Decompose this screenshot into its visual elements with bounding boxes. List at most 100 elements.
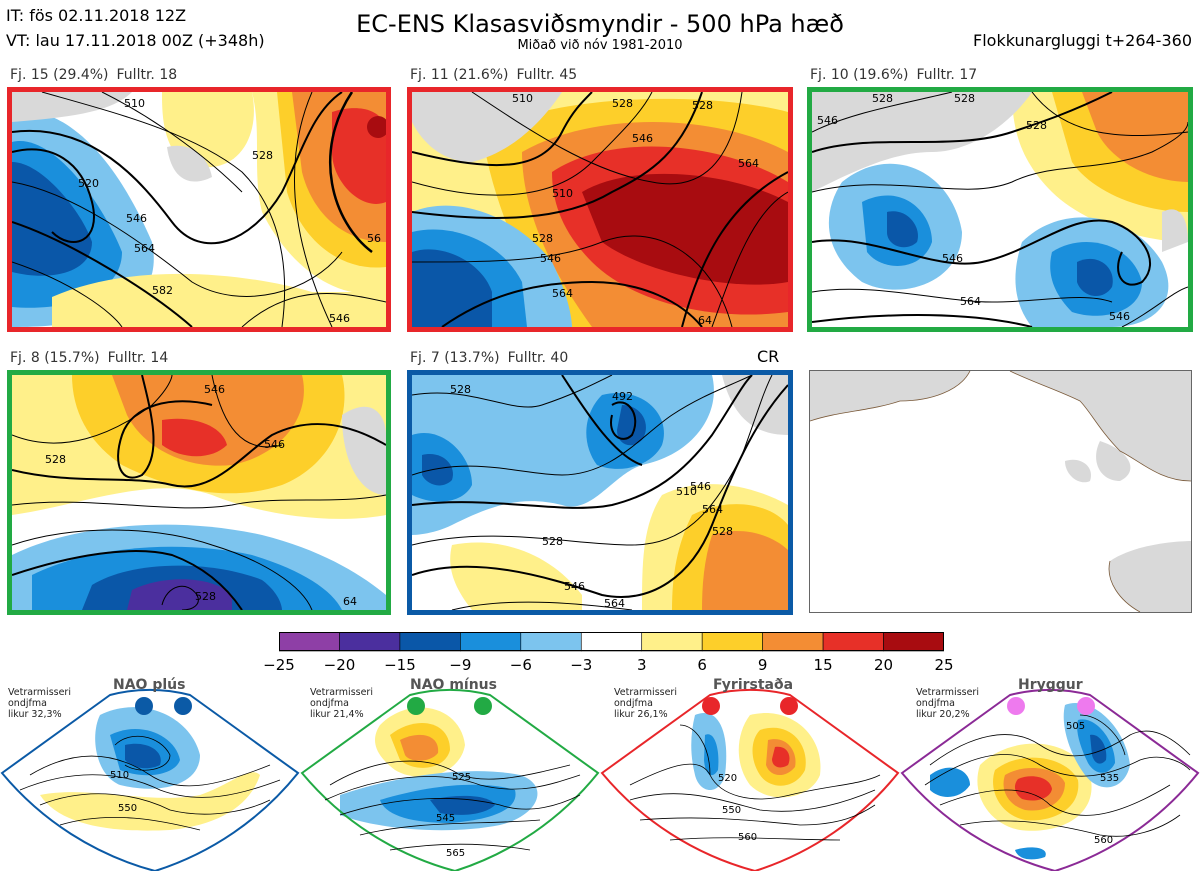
contour-label: 510 <box>124 97 145 110</box>
colorbar-tick-label: 9 <box>757 656 768 674</box>
regime-nao-minus: NAO mínus Vetrarmisseri ondjfma likur 21… <box>300 675 600 873</box>
clustering-window: Flokkunargluggi t+264-360 <box>973 31 1192 50</box>
colorbar-tick-label: −25 <box>263 656 295 674</box>
contour-label: 546 <box>690 480 711 493</box>
contour-label: 528 <box>954 92 975 105</box>
colorbar <box>279 632 944 652</box>
colorbar-cell <box>641 632 703 652</box>
contour-label: 564 <box>738 157 759 170</box>
contour-label: 546 <box>264 438 285 451</box>
cluster-map-5-svg <box>412 375 788 610</box>
contour-label: 546 <box>126 212 147 225</box>
regime-ridge: Hryggur Vetrarmisseri ondjfma likur 20,2… <box>900 675 1200 873</box>
page-title: EC-ENS Klasasviðsmyndir - 500 hPa hæð <box>356 10 844 38</box>
colorbar-cell <box>822 632 884 652</box>
contour-label: 64 <box>698 314 712 327</box>
regime-blocking-map <box>600 688 900 873</box>
regime-nao-minus-note: Vetrarmisseri ondjfma likur 21,4% <box>310 687 373 720</box>
cluster-1-label: Fj. 15 (29.4%) Fulltr. 18 <box>10 67 178 83</box>
regime-nao-plus: NAO plús Vetrarmisseri ondjfma likur 32,… <box>0 675 300 873</box>
contour-label: 510 <box>110 770 130 781</box>
contour-label: 582 <box>152 284 173 297</box>
colorbar-tick-label: 6 <box>697 656 707 674</box>
cluster-map-1: 510 520 528 546 564 582 546 56 <box>7 87 391 332</box>
base-map-empty <box>809 370 1192 613</box>
contour-label: 505 <box>1066 721 1086 732</box>
contour-label: 528 <box>712 525 733 538</box>
base-map-svg <box>810 371 1191 612</box>
contour-label: 520 <box>718 773 738 784</box>
cr-marker: CR <box>757 347 780 366</box>
initial-time: IT: fös 02.11.2018 12Z <box>6 6 187 25</box>
contour-label: 510 <box>552 187 573 200</box>
cluster-map-3-svg <box>812 92 1188 327</box>
colorbar-tick-label: −15 <box>384 656 416 674</box>
contour-label: 560 <box>738 832 758 843</box>
regime-nao-minus-map <box>300 688 600 873</box>
regime-ridge-title: Hryggur <box>1018 677 1083 693</box>
cluster-map-3: 528 546 528 528 546 564 546 <box>807 87 1193 332</box>
regime-ridge-map <box>900 688 1200 873</box>
colorbar-tick-label: −20 <box>323 656 356 674</box>
contour-label: 560 <box>1094 835 1114 846</box>
contour-label: 546 <box>204 383 225 396</box>
contour-label: 528 <box>872 92 893 105</box>
contour-label: 546 <box>632 132 653 145</box>
colorbar-cell <box>520 632 582 652</box>
contour-label: 564 <box>134 242 155 255</box>
contour-label: 528 <box>450 383 471 396</box>
colorbar-cell <box>460 632 522 652</box>
cluster-map-4-svg <box>12 375 386 610</box>
contour-label: 492 <box>612 390 633 403</box>
contour-label: 546 <box>942 252 963 265</box>
cluster-map-4: 528 546 546 528 64 <box>7 370 391 615</box>
colorbar-cell <box>279 632 340 652</box>
contour-label: 510 <box>512 92 533 105</box>
contour-label: 564 <box>702 503 723 516</box>
colorbar-tick-label: −6 <box>509 656 532 674</box>
contour-label: 528 <box>692 99 713 112</box>
contour-label: 525 <box>452 772 472 783</box>
contour-label: 546 <box>329 312 350 325</box>
colorbar-cell <box>701 632 763 652</box>
regime-nao-plus-map <box>0 688 300 873</box>
contour-label: 528 <box>1026 119 1047 132</box>
contour-label: 528 <box>195 590 216 603</box>
colorbar-tick-label: −9 <box>449 656 472 674</box>
contour-label: 546 <box>564 580 585 593</box>
colorbar-cell <box>339 632 401 652</box>
contour-label: 564 <box>960 295 981 308</box>
contour-label: 528 <box>45 453 66 466</box>
contour-label: 64 <box>343 595 357 608</box>
colorbar-cell <box>580 632 643 652</box>
cluster-3-label: Fj. 10 (19.6%) Fulltr. 17 <box>810 67 978 83</box>
contour-label: 545 <box>436 813 456 824</box>
colorbar-tick-label: 25 <box>934 656 954 674</box>
contour-label: 535 <box>1100 773 1120 784</box>
cluster-map-2: 510 528 528 546 564 510 528 546 564 64 <box>407 87 793 332</box>
colorbar-cell <box>762 632 824 652</box>
regime-nao-minus-title: NAO mínus <box>410 677 497 693</box>
cluster-2-label: Fj. 11 (21.6%) Fulltr. 45 <box>410 67 578 83</box>
contour-label: 550 <box>722 805 742 816</box>
contour-label: 546 <box>540 252 561 265</box>
colorbar-tick-label: 3 <box>636 656 647 674</box>
colorbar-tick-label: −3 <box>570 656 593 674</box>
contour-label: 528 <box>542 535 563 548</box>
contour-label: 564 <box>552 287 573 300</box>
colorbar-tick-label: 15 <box>813 656 833 674</box>
contour-label: 528 <box>532 232 553 245</box>
valid-time: VT: lau 17.11.2018 00Z (+348h) <box>6 31 265 50</box>
colorbar-cell <box>399 632 461 652</box>
contour-label: 528 <box>252 149 273 162</box>
regime-blocking-note: Vetrarmisseri ondjfma likur 26,1% <box>614 687 677 720</box>
regime-blocking-title: Fyrirstaða <box>713 677 794 693</box>
contour-label: 520 <box>78 177 99 190</box>
page-subtitle: Miðað við nóv 1981-2010 <box>517 38 683 53</box>
regime-ridge-note: Vetrarmisseri ondjfma likur 20,2% <box>916 687 979 720</box>
cluster-4-label: Fj. 8 (15.7%) Fulltr. 14 <box>10 350 169 366</box>
contour-label: 550 <box>118 803 138 814</box>
contour-label: 546 <box>817 114 838 127</box>
colorbar-tick-label: 20 <box>873 656 894 674</box>
cluster-map-1-svg <box>12 92 386 327</box>
